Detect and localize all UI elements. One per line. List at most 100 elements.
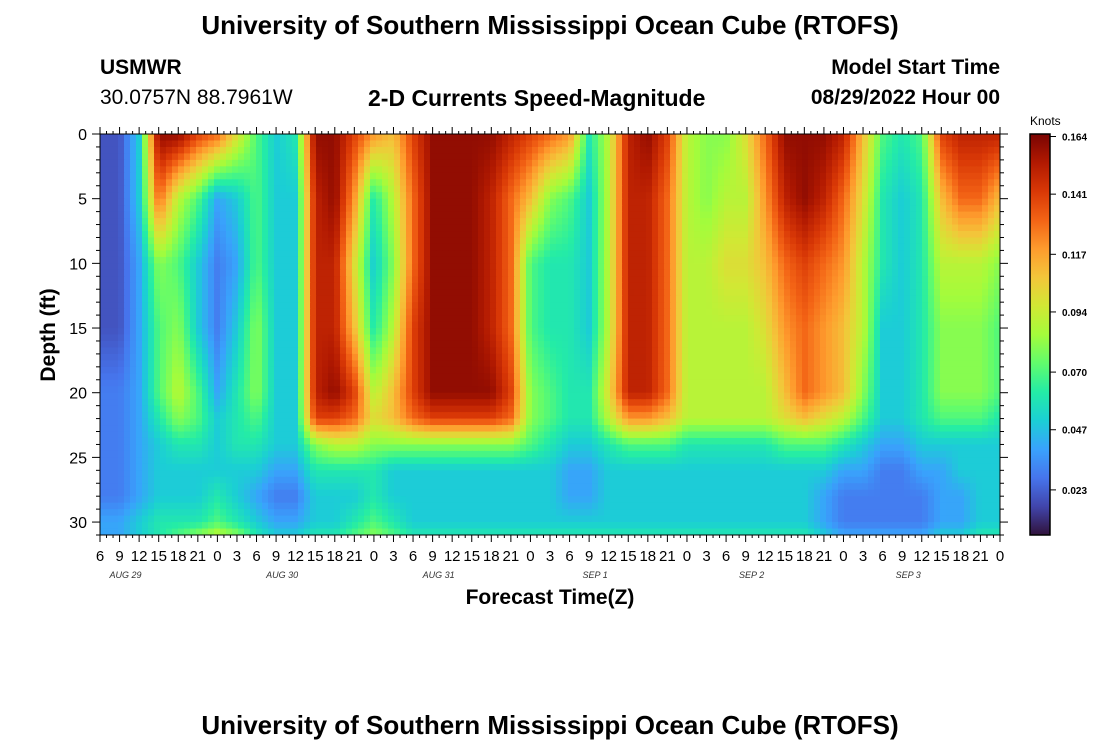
heatmap-cell [520,153,527,161]
heatmap-cell [190,237,197,245]
heatmap-cell [220,205,227,213]
heatmap-cell [922,211,929,219]
heatmap-cell [436,159,443,167]
heatmap-cell [100,334,107,342]
heatmap-cell [454,218,461,226]
heatmap-cell [772,159,779,167]
heatmap-cell [952,243,959,252]
heatmap-cell [220,308,227,316]
heatmap-cell [868,282,875,290]
heatmap-cell [406,198,413,206]
heatmap-cell [430,153,437,161]
heatmap-cell [190,185,197,193]
heatmap-cell [916,282,923,290]
heatmap-cell [424,198,431,206]
heatmap-cell [394,172,401,180]
heatmap-cell [364,172,371,180]
heatmap-cell [304,211,311,219]
heatmap-cell [862,289,869,297]
heatmap-cell [310,340,317,349]
heatmap-cell [472,321,479,329]
heatmap-cell [274,179,281,187]
heatmap-cell [394,276,401,284]
heatmap-cell [586,192,593,200]
heatmap-cell [184,237,191,245]
heatmap-cell [688,289,695,297]
heatmap-cell [772,282,779,290]
heatmap-cell [400,218,407,226]
heatmap-cell [298,179,305,187]
heatmap-cell [868,231,875,239]
heatmap-cell [958,146,965,155]
heatmap-cell [364,179,371,187]
heatmap-cell [280,256,287,264]
heatmap-cell [382,263,389,271]
heatmap-cell [214,166,221,174]
heatmap-cell [592,224,599,232]
heatmap-cell [130,211,137,219]
heatmap-cell [496,218,503,226]
heatmap-cell [148,237,155,245]
heatmap-cell [982,224,989,232]
heatmap-cell [910,237,917,245]
heatmap-cell [544,192,551,200]
heatmap-cell [820,243,827,252]
heatmap-cell [934,218,941,226]
heatmap-cell [328,334,335,342]
heatmap-cell [646,159,653,167]
heatmap-cell [928,198,935,206]
heatmap-cell [472,218,479,226]
heatmap-cell [226,211,233,219]
heatmap-cell [280,205,287,213]
heatmap-cell [118,263,125,271]
heatmap-cell [418,146,425,155]
heatmap-cell [868,134,875,142]
heatmap-cell [718,289,725,297]
heatmap-cell [538,282,545,290]
heatmap-cell [664,211,671,219]
heatmap-cell [832,134,839,142]
heatmap-cell [544,250,551,258]
heatmap-cell [676,159,683,167]
heatmap-cell [808,315,815,323]
heatmap-cell [454,166,461,174]
heatmap-cell [190,295,197,303]
heatmap-cell [364,243,371,252]
heatmap-cell [190,172,197,180]
heatmap-cell [892,263,899,271]
heatmap-cell [238,211,245,219]
heatmap-cell [268,134,275,142]
heatmap-cell [616,276,623,284]
heatmap-cell [298,192,305,200]
heatmap-cell [766,237,773,245]
heatmap-cell [196,205,203,213]
heatmap-cell [832,185,839,193]
heatmap-cell [532,250,539,258]
heatmap-cell [772,250,779,258]
heatmap-cell [586,172,593,180]
heatmap-cell [436,295,443,303]
heatmap-cell [748,321,755,329]
heatmap-cell [130,243,137,252]
heatmap-cell [736,153,743,161]
heatmap-cell [232,302,239,310]
heatmap-cell [100,134,107,142]
heatmap-cell [388,321,395,329]
heatmap-cell [454,250,461,258]
heatmap-cell [718,211,725,219]
heatmap-cell [784,289,791,297]
heatmap-cell [814,302,821,310]
heatmap-cell [346,308,353,316]
heatmap-cell [220,243,227,252]
heatmap-cell [232,237,239,245]
heatmap-cell [898,159,905,167]
heatmap-cell [382,224,389,232]
heatmap-cell [406,224,413,232]
heatmap-cell [388,198,395,206]
heatmap-cell [778,218,785,226]
heatmap-cell [910,211,917,219]
heatmap-cell [370,328,377,336]
heatmap-cell [118,334,125,342]
heatmap-cell [694,237,701,245]
heatmap-cell [208,179,215,187]
